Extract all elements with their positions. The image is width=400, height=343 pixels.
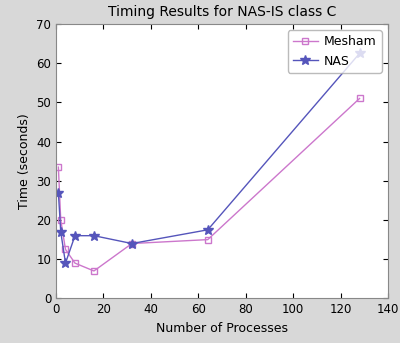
NAS xyxy=(72,234,77,238)
NAS xyxy=(130,241,134,246)
Line: NAS: NAS xyxy=(54,49,364,268)
NAS xyxy=(58,230,63,234)
Title: Timing Results for NAS-IS class C: Timing Results for NAS-IS class C xyxy=(108,5,336,19)
Mesham xyxy=(205,238,210,242)
NAS xyxy=(56,190,61,194)
Mesham xyxy=(72,261,77,265)
Legend: Mesham, NAS: Mesham, NAS xyxy=(288,30,382,72)
Mesham xyxy=(58,218,63,222)
Mesham xyxy=(56,165,61,169)
Mesham xyxy=(130,241,134,246)
X-axis label: Number of Processes: Number of Processes xyxy=(156,322,288,335)
Mesham xyxy=(357,96,362,100)
NAS xyxy=(92,234,96,238)
NAS xyxy=(205,228,210,232)
Y-axis label: Time (seconds): Time (seconds) xyxy=(18,113,31,209)
Mesham xyxy=(63,247,68,251)
Line: Mesham: Mesham xyxy=(56,96,362,274)
NAS xyxy=(63,261,68,265)
Mesham xyxy=(92,269,96,273)
NAS xyxy=(357,51,362,56)
